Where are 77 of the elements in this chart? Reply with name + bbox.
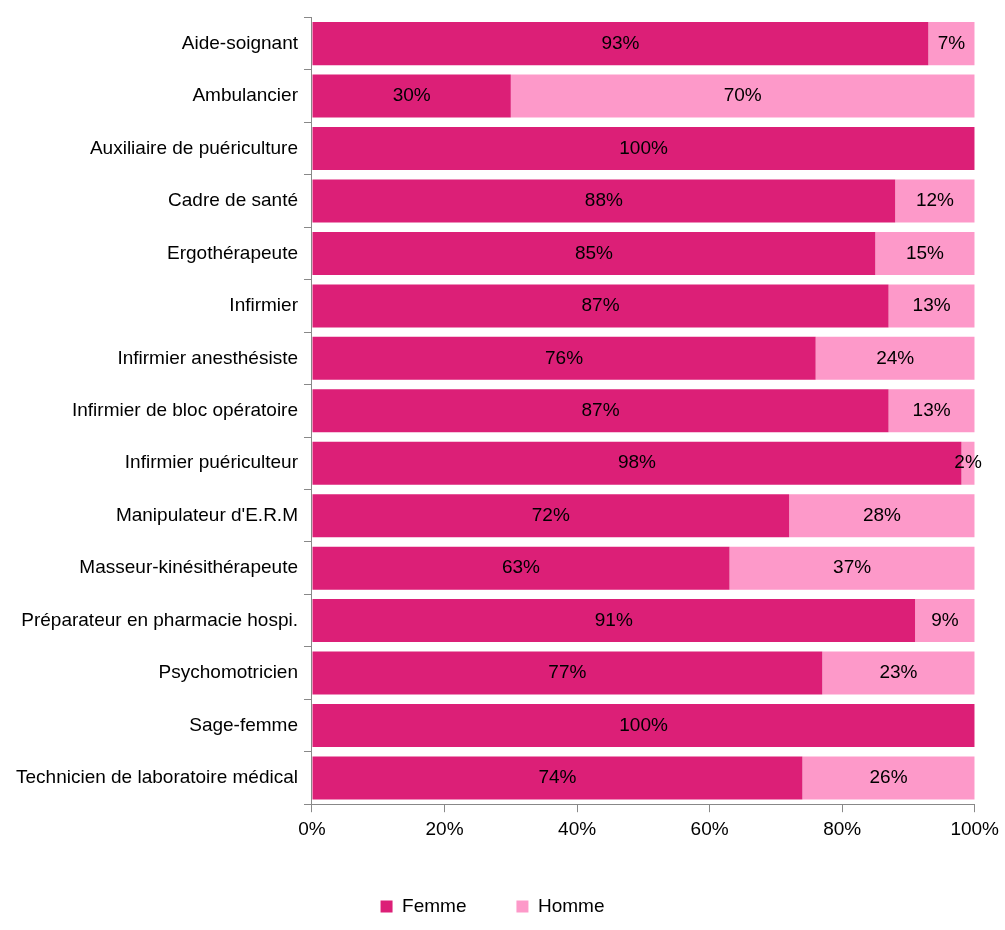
data-label: 7% (937, 31, 966, 53)
bar (312, 284, 889, 328)
data-label: 72% (531, 503, 570, 525)
bar (729, 546, 975, 590)
data-label: 13% (912, 294, 951, 316)
bar (312, 756, 803, 800)
y-tick-label: Infirmier puériculteur (124, 451, 299, 473)
data-label: 63% (501, 556, 541, 578)
data-label: 28% (862, 503, 902, 525)
data-label: 76% (545, 346, 584, 368)
y-tick-label: Ambulancier (192, 84, 299, 106)
data-label: 77% (548, 661, 587, 683)
y-tick-label: Auxiliaire de puériculture (89, 136, 298, 158)
y-tick-label: Infirmier de bloc opératoire (71, 399, 298, 421)
y-tick-label: Technicien de laboratoire médical (15, 766, 298, 788)
bar (915, 599, 975, 643)
bar (312, 336, 816, 380)
legend-label: Femme (402, 894, 467, 916)
bar (312, 599, 916, 643)
bar (888, 389, 975, 433)
bar (312, 546, 730, 590)
data-label: 9% (931, 608, 959, 630)
bar (928, 22, 975, 66)
data-label: 24% (876, 346, 915, 368)
data-label: 23% (879, 661, 918, 683)
bar (789, 494, 975, 538)
y-tick-label: Psychomotricien (158, 661, 298, 683)
data-label: 37% (833, 556, 872, 578)
bar (822, 651, 975, 695)
bar (802, 756, 975, 800)
bar (312, 127, 975, 171)
y-tick-label: Sage-femme (189, 713, 298, 735)
data-label: 85% (574, 241, 614, 263)
data-label: 70% (723, 84, 762, 106)
data-label: 98% (617, 451, 657, 473)
data-label: 30% (392, 84, 431, 106)
data-label: 13% (912, 399, 951, 421)
bar (312, 651, 823, 695)
data-label: 74% (538, 766, 577, 788)
data-label: 91% (594, 608, 633, 630)
data-label: 87% (581, 399, 620, 421)
x-tick-label: 60% (690, 817, 729, 839)
data-label: 2% (954, 451, 982, 473)
data-label: 93% (601, 31, 640, 53)
x-tick-label: 100% (950, 817, 1000, 839)
data-label: 26% (869, 766, 908, 788)
bar (510, 74, 975, 118)
y-tick-label: Infirmier anesthésiste (117, 346, 298, 368)
x-tick-label: 0% (298, 817, 326, 839)
bar (312, 494, 790, 538)
bar (875, 231, 975, 275)
x-tick-label: 80% (823, 817, 862, 839)
data-label: 15% (905, 241, 945, 263)
bar (312, 22, 929, 66)
x-tick-label: 20% (425, 817, 464, 839)
bar (312, 74, 511, 118)
legend-label: Homme (537, 894, 605, 916)
bar (312, 179, 896, 223)
data-label: 100% (619, 713, 668, 735)
y-tick-label: Aide-soignant (181, 31, 299, 53)
y-tick-label: Ergothérapeute (166, 241, 298, 263)
y-tick-label: Manipulateur d'E.R.M (115, 503, 298, 525)
data-label: 88% (584, 189, 623, 211)
data-label: 87% (581, 294, 620, 316)
bar (312, 389, 889, 433)
data-label: 12% (915, 189, 955, 211)
y-tick-label: Masseur-kinésithérapeute (79, 556, 298, 578)
y-tick-label: Préparateur en pharmacie hospi. (21, 608, 298, 630)
x-tick-label: 40% (558, 817, 597, 839)
bar (312, 704, 975, 748)
bar (815, 336, 975, 380)
y-tick-label: Cadre de santé (168, 189, 298, 211)
bar (312, 231, 876, 275)
y-tick-label: Infirmier (229, 294, 299, 316)
data-label: 100% (619, 136, 668, 158)
bar (888, 284, 975, 328)
bar (895, 179, 975, 223)
